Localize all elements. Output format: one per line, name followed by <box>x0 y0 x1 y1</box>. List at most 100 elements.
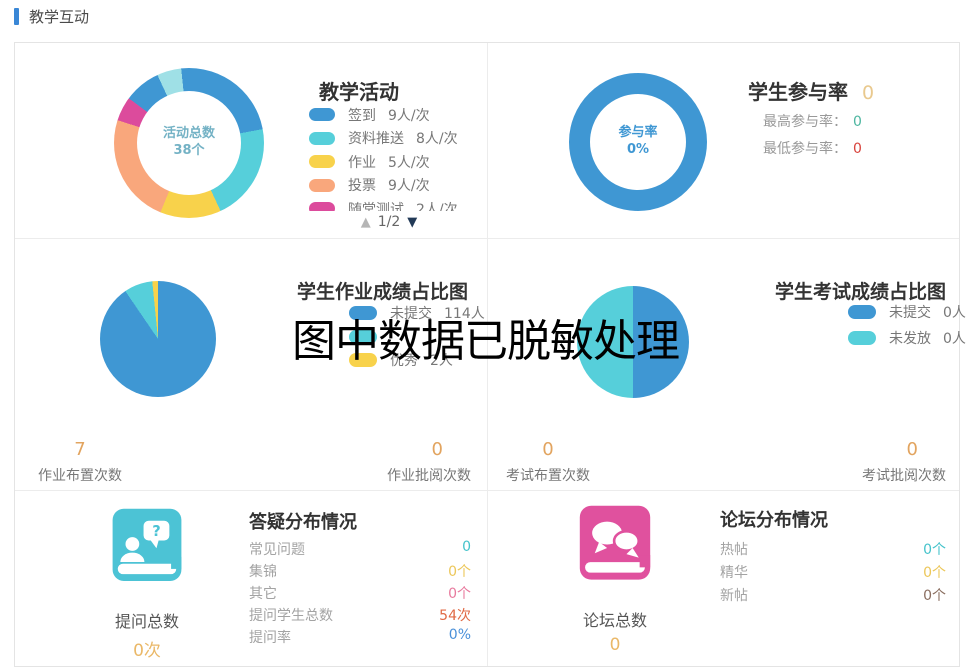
legend-value: 9人/次 <box>388 107 430 124</box>
qa-total-block: ? 提问总数 0次 <box>97 505 197 661</box>
legend-swatch-icon <box>309 131 335 145</box>
legend-swatch-icon <box>309 108 335 122</box>
section-header: 教学互动 <box>14 6 89 27</box>
participation-heading: 学生参与率 0 <box>748 76 874 105</box>
activity-donut-center-label: 活动总数 38个 <box>114 68 264 218</box>
stat-label: 考试批阅次数 <box>862 468 946 484</box>
legend-label: 随堂测试 <box>348 201 404 211</box>
qa-row-other: 其它 0个 <box>249 583 471 603</box>
legend-value: 2人 <box>430 352 453 369</box>
row-label: 常见问题 <box>249 542 305 558</box>
row-label: 提问学生总数 <box>249 608 333 624</box>
row-label: 精华 <box>720 565 748 581</box>
legend-item-quiz[interactable]: 随堂测试 2人/次 <box>309 197 484 211</box>
stat-exam-assigned: 0 考试布置次数 <box>493 439 603 485</box>
stat-value: 0 <box>542 439 554 460</box>
legend-swatch-icon <box>349 305 377 320</box>
participation-title-value: 0 <box>862 82 875 104</box>
activity-donut-chart: 活动总数 38个 <box>114 68 264 218</box>
legend-swatch-icon <box>848 304 876 319</box>
divider <box>487 43 488 666</box>
legend-label: 作业 <box>348 154 376 171</box>
participation-donut-chart: 参与率 0% <box>569 73 707 211</box>
legend-value: 2人/次 <box>416 201 458 211</box>
stat-value: 7 <box>74 439 86 460</box>
row-label: 其它 <box>249 586 277 602</box>
svg-text:?: ? <box>152 523 160 540</box>
stat-homework-assigned: 7 作业布置次数 <box>35 439 125 485</box>
participation-min-value: 0 <box>853 141 862 157</box>
activity-legend-title: 教学活动 <box>319 80 399 104</box>
row-value: 0个 <box>448 564 471 580</box>
homework-legend-item-obscured[interactable] <box>349 328 402 345</box>
legend-page-down-icon[interactable]: ▼ <box>407 214 418 230</box>
legend-item-checkin[interactable]: 签到 9人/次 <box>309 103 484 127</box>
exam-legend-item-unreleased[interactable]: 未发放 0人 <box>848 329 966 347</box>
stat-homework-reviewed: 0 作业批阅次数 <box>361 439 471 485</box>
forum-total-value: 0 <box>609 635 621 655</box>
section-accent-bar <box>14 8 19 25</box>
participation-min-label: 最低参与率： <box>763 141 847 157</box>
legend-swatch-icon <box>309 155 335 169</box>
legend-label: 投票 <box>348 178 376 195</box>
qa-book-icon: ? <box>112 508 182 581</box>
legend-swatch-icon <box>309 202 335 211</box>
legend-value: 114人 <box>444 305 485 322</box>
participation-title: 学生参与率 <box>748 80 848 104</box>
row-value: 0% <box>448 627 471 643</box>
exam-pie-chart <box>577 286 689 398</box>
forum-row-new-posts: 新帖 0个 <box>720 585 946 605</box>
legend-swatch-icon <box>309 178 335 192</box>
homework-chart-title: 学生作业成绩占比图 <box>296 281 468 303</box>
forum-total-block: 论坛总数 0 <box>565 502 665 655</box>
participation-max-row: 最高参与率： 0 <box>763 111 862 131</box>
stat-label: 作业批阅次数 <box>387 468 471 484</box>
legend-swatch-icon <box>349 329 377 344</box>
qa-row-collection: 集锦 0个 <box>249 561 471 581</box>
activity-legend: 签到 9人/次 资料推送 8人/次 作业 5人/次 投票 9人/次 随堂测试 2… <box>309 103 484 211</box>
legend-label: 优秀 <box>390 352 418 369</box>
activity-legend-pager: ▲ 1/2 ▼ <box>309 214 469 230</box>
exam-legend-item-unsubmitted[interactable]: 未提交 0人 <box>848 303 966 321</box>
desensitized-watermark: 图中数据已脱敏处理 <box>292 316 680 367</box>
legend-item-material-push[interactable]: 资料推送 8人/次 <box>309 127 484 151</box>
legend-swatch-icon <box>349 352 377 367</box>
homework-legend-item-unsubmitted[interactable]: 未提交 114人 <box>349 304 485 322</box>
dashboard-board: 活动总数 38个 教学活动 签到 9人/次 资料推送 8人/次 作业 5人/次 … <box>14 42 966 667</box>
row-label: 热帖 <box>720 542 748 558</box>
legend-label: 签到 <box>348 107 376 124</box>
qa-total-label: 提问总数 <box>114 612 179 631</box>
legend-value: 5人/次 <box>388 154 430 171</box>
row-label: 集锦 <box>249 564 277 580</box>
row-value: 0个 <box>923 565 946 581</box>
legend-item-vote[interactable]: 投票 9人/次 <box>309 174 484 198</box>
participation-center-value: 0% <box>626 142 650 157</box>
row-value: 0个 <box>448 586 471 602</box>
forum-row-featured: 精华 0个 <box>720 562 946 582</box>
legend-swatch-icon <box>848 330 876 345</box>
stat-label: 作业布置次数 <box>38 468 122 484</box>
participation-min-row: 最低参与率： 0 <box>763 138 862 158</box>
donut-hole <box>137 91 241 195</box>
row-label: 提问率 <box>249 630 291 646</box>
stat-value: 0 <box>906 439 918 460</box>
qa-row-students-asked: 提问学生总数 54次 <box>249 605 471 625</box>
legend-label: 未提交 <box>390 305 432 322</box>
legend-item-homework[interactable]: 作业 5人/次 <box>309 150 484 174</box>
qa-row-faq: 常见问题 0 <box>249 539 471 559</box>
legend-value: 8人/次 <box>416 131 458 148</box>
activity-total-value: 38个 <box>173 143 205 158</box>
forum-list-title: 论坛分布情况 <box>720 510 828 531</box>
legend-page-up-icon[interactable]: ▲ <box>360 214 371 230</box>
legend-label: 未发放 <box>889 330 931 347</box>
participation-center-label: 参与率 <box>618 125 658 141</box>
homework-pie-chart <box>100 281 216 397</box>
row-value: 0个 <box>923 542 946 558</box>
qa-total-value: 0次 <box>133 641 161 661</box>
forum-book-icon <box>579 505 651 580</box>
homework-legend-item-excellent[interactable]: 优秀 2人 <box>349 351 453 369</box>
stat-value: 0 <box>431 439 443 460</box>
qa-list-title: 答疑分布情况 <box>249 512 357 533</box>
legend-value: 9人/次 <box>388 178 430 195</box>
legend-label: 未提交 <box>889 304 931 321</box>
